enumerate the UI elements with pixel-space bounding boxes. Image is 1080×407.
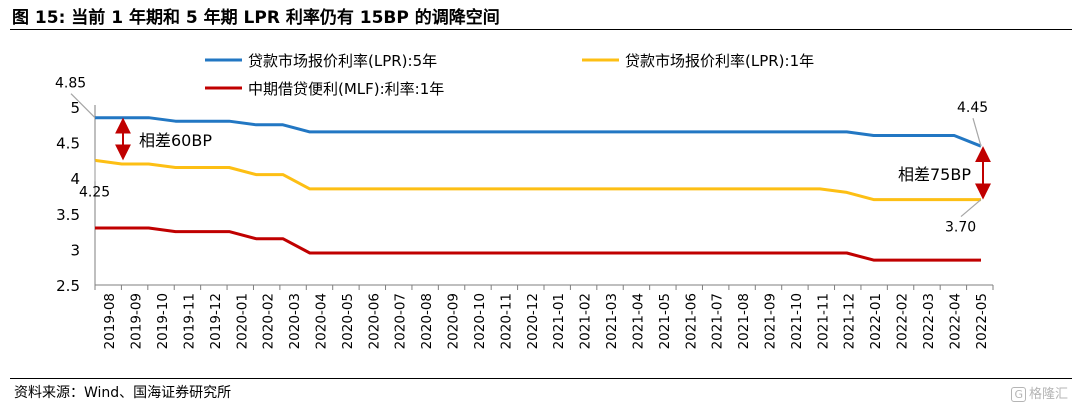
x-tick-label: 2020-12 <box>525 293 541 349</box>
x-tick-label: 2020-02 <box>261 293 277 349</box>
x-tick-label: 2020-06 <box>366 293 382 349</box>
spread-label: 相差60BP <box>139 131 212 150</box>
x-tick-label: 2021-02 <box>578 293 594 349</box>
chart-axes: 2.5 3 3.5 4 4.5 5 2019-08 2019-09 2019-10 2019-11… <box>56 99 994 349</box>
x-tick-label: 2020-10 <box>472 293 488 349</box>
x-tick-label: 2020-05 <box>340 293 356 349</box>
series-line-1 <box>94 158 981 202</box>
legend-label-1: 贷款市场报价利率(LPR):1年 <box>625 52 814 70</box>
x-tick-label: 2020-08 <box>419 293 435 349</box>
x-tick-label: 2020-04 <box>314 293 330 349</box>
series-line-0 <box>95 116 982 148</box>
figure-title: 图 15: 当前 1 年期和 5 年期 LPR 利率仍有 15BP 的调降空间 <box>12 8 500 28</box>
source-divider <box>10 378 1072 379</box>
x-tick-label: 2021-04 <box>630 293 646 349</box>
chart-legend: 贷款市场报价利率(LPR):5年 贷款市场报价利率(LPR):1年中期借贷便利(M… <box>205 52 814 98</box>
x-tick-label: 2021-11 <box>815 293 831 349</box>
x-tick-label: 2021-10 <box>789 293 805 349</box>
value-callout-line <box>972 117 982 147</box>
spread-label: 相差75BP <box>898 165 971 184</box>
watermark-logo-icon: G <box>1011 387 1026 402</box>
x-tick-label: 2020-03 <box>287 293 303 349</box>
value-label: 4.25 <box>79 184 110 200</box>
x-tick-label: 2022-01 <box>868 293 884 349</box>
x-tick-label: 2022-03 <box>921 293 937 349</box>
watermark: G 格隆汇 <box>1011 383 1068 402</box>
chart-annotations: 4.85 4.25 4.45 3.70 相差60BP 相差75BP <box>55 76 991 236</box>
x-tick-label: 2020-07 <box>393 293 409 349</box>
x-tick-label: 2020-11 <box>498 293 514 349</box>
legend-label-0: 贷款市场报价利率(LPR):5年 <box>248 52 437 70</box>
value-label: 3.70 <box>945 220 976 236</box>
x-tick-label: 2021-08 <box>736 293 752 349</box>
x-tick-label: 2022-04 <box>947 293 963 349</box>
x-tick-label: 2019-09 <box>129 293 145 349</box>
x-tick-label: 2021-03 <box>604 293 620 349</box>
x-tick-label: 2019-11 <box>181 293 197 349</box>
x-tick-label: 2021-07 <box>710 293 726 349</box>
value-label: 4.45 <box>957 100 988 116</box>
x-tick-label: 2021-01 <box>551 293 567 349</box>
watermark-text: 格隆汇 <box>1028 387 1068 402</box>
x-tick-label: 2019-12 <box>208 293 224 349</box>
y-tick-label: 4 <box>70 170 80 188</box>
series-lines <box>94 116 982 262</box>
x-tick-label: 2019-10 <box>155 293 171 349</box>
y-tick-label: 3.5 <box>56 206 80 224</box>
x-tick-label: 2020-01 <box>234 293 250 349</box>
x-tick-label: 2021-06 <box>683 293 699 349</box>
y-tick-label: 3 <box>70 241 80 259</box>
value-callout-line <box>960 199 982 218</box>
x-tick-label: 2020-09 <box>446 293 462 349</box>
value-label: 4.85 <box>55 76 86 92</box>
title-divider <box>10 29 1072 30</box>
x-tick-label: 2021-12 <box>842 293 858 349</box>
line-chart: 2.5 3 3.5 4 4.5 5 2019-08 2019-09 2019-10 2019-11… <box>55 52 994 349</box>
x-tick-label: 2022-05 <box>974 293 990 349</box>
y-tick-label: 4.5 <box>56 135 80 153</box>
x-tick-label: 2021-05 <box>657 293 673 349</box>
legend-label-2: 中期借贷便利(MLF):利率:1年 <box>248 80 444 98</box>
y-tick-label: 2.5 <box>56 277 80 295</box>
value-callout-line <box>70 93 96 119</box>
source-note: 资料来源：Wind、国海证券研究所 <box>14 385 232 401</box>
x-tick-label: 2022-02 <box>895 293 911 349</box>
y-tick-label: 5 <box>70 99 80 117</box>
x-tick-label: 2021-09 <box>763 293 779 349</box>
x-tick-label: 2019-08 <box>102 293 118 349</box>
series-line-2 <box>95 226 981 262</box>
